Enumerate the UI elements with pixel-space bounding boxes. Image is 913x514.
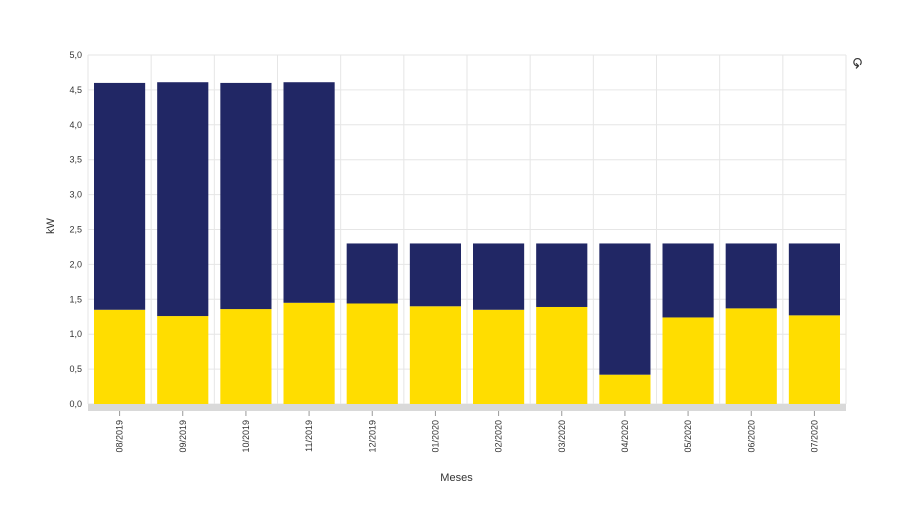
bar-segment-upper[interactable] [157,82,209,317]
y-tick-label: 4,5 [69,85,82,95]
x-tick-label: 06/2020 [746,420,756,453]
bar-segment-lower[interactable] [409,306,461,404]
y-tick-label: 1,0 [69,329,82,339]
x-tick-label: 07/2020 [809,420,819,453]
bar-segment-upper[interactable] [283,82,335,303]
bar-segment-upper[interactable] [220,82,272,310]
bar-segment-upper[interactable] [94,82,146,310]
bar-segment-lower[interactable] [599,374,651,404]
bar-segment-lower[interactable] [662,317,714,404]
bar-segment-upper[interactable] [599,243,651,375]
y-tick-label: 1,5 [69,294,82,304]
x-tick-label: 12/2019 [367,420,377,453]
x-axis-ticks: 08/2019 09/2019 10/2019 11/2019 12/2019 01/20… [115,411,819,453]
bar-segment-upper[interactable] [662,243,714,318]
bar-segment-upper[interactable] [346,243,398,304]
y-tick-label: 3,5 [69,155,82,165]
x-tick-label: 03/2020 [557,420,567,453]
x-tick-label: 10/2019 [241,420,251,453]
y-tick-label: 2,0 [69,259,82,269]
bar-segment-upper[interactable] [409,243,461,307]
bar-segment-lower[interactable] [473,309,525,404]
x-tick-label: 01/2020 [430,420,440,453]
bar-segment-lower[interactable] [283,302,335,404]
bars [94,82,840,404]
x-axis-title: Meses [440,472,473,484]
x-axis-band [88,404,846,411]
y-tick-label: 4,0 [69,120,82,130]
zoom-reset-icon[interactable]: ⟲ [849,57,866,70]
x-tick-label: 09/2019 [178,420,188,453]
bar-segment-upper[interactable] [725,243,777,309]
bar-segment-lower[interactable] [94,309,146,404]
bar-segment-lower[interactable] [536,306,588,404]
bar-segment-lower[interactable] [788,315,840,404]
bar-segment-lower[interactable] [220,309,272,404]
x-tick-label: 08/2019 [115,420,125,453]
bar-segment-upper[interactable] [788,243,840,316]
y-tick-label: 3,0 [69,190,82,200]
x-tick-label: 11/2019 [304,420,314,452]
y-tick-label: 2,5 [69,225,82,235]
y-axis-title: kW [45,218,57,234]
y-tick-label: 5,0 [69,50,82,60]
grid-lines [87,54,847,411]
x-tick-label: 04/2020 [620,420,630,453]
y-axis-ticks: 0,0 0,5 1,0 1,5 2,0 2,5 3,0 3,5 4,0 4,5 5,0 [69,50,82,409]
bar-segment-upper[interactable] [473,243,525,310]
bar-segment-lower[interactable] [725,308,777,404]
bar-segment-lower[interactable] [157,316,209,404]
x-tick-label: 05/2020 [683,420,693,453]
bar-segment-upper[interactable] [536,243,588,307]
x-tick-label: 02/2020 [494,420,504,453]
y-tick-label: 0,5 [69,364,82,374]
y-tick-label: 0,0 [69,399,82,409]
bar-segment-lower[interactable] [346,303,398,404]
